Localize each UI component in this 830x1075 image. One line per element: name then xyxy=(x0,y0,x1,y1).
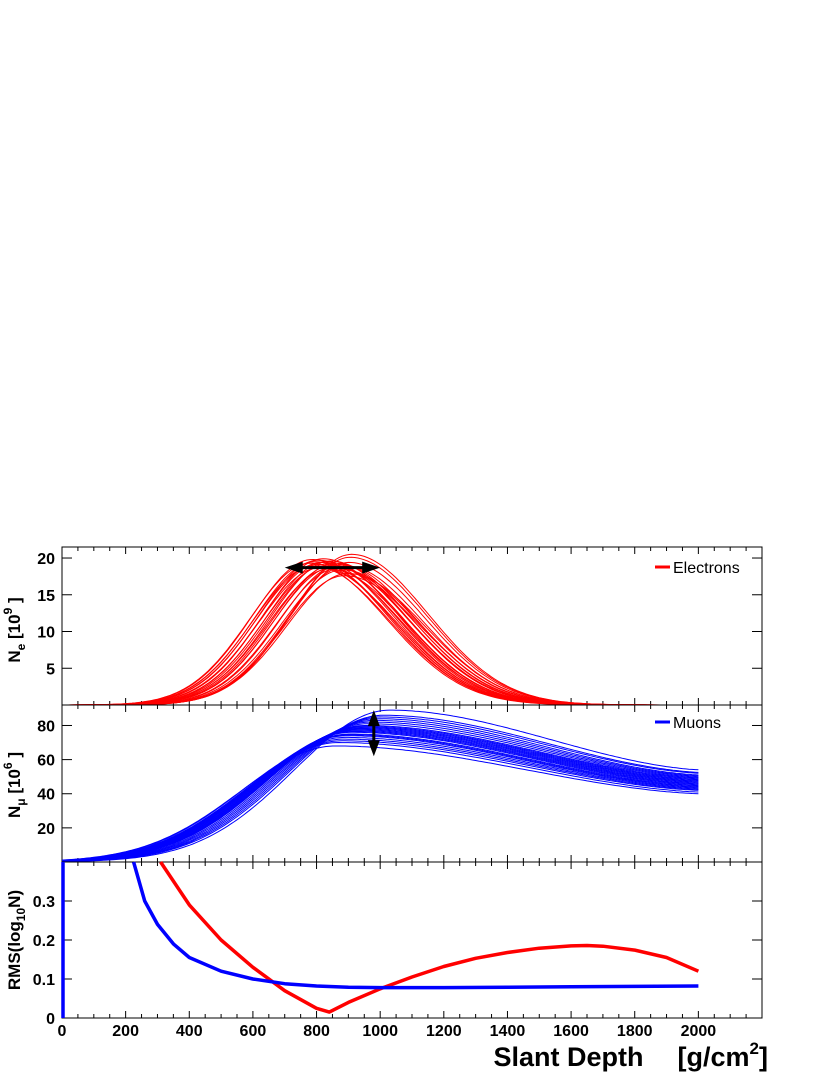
muon-curve xyxy=(62,716,699,862)
rms-electrons-line xyxy=(159,861,700,1014)
x-tick-label: 1800 xyxy=(617,1023,653,1040)
muons-ylabel: Nμ [106 ] xyxy=(1,752,28,818)
y-tick-label: 80 xyxy=(37,718,55,735)
xmax-arrow-head-right xyxy=(362,561,381,574)
electron-curve xyxy=(62,562,699,706)
rms-panel: 0 0.1 0.2 0.3 0 200 400 600 800 1000 1200 1400 1600 1… xyxy=(33,861,763,1040)
muons-panel: 20 40 60 80 Muons xyxy=(37,704,763,863)
electrons-ylabel: Ne [109 ] xyxy=(1,597,28,662)
y-tick-label: 0 xyxy=(46,1011,55,1028)
x-tick-label: 800 xyxy=(303,1023,330,1040)
muon-curve xyxy=(61,719,699,862)
muon-curve xyxy=(62,721,699,862)
y-tick-label: 20 xyxy=(37,821,55,838)
muon-curve xyxy=(61,728,699,862)
x-tick-label: 1200 xyxy=(426,1023,462,1040)
x-tick-label: 1000 xyxy=(362,1023,398,1040)
y-tick-label: 60 xyxy=(37,753,55,770)
muon-curve xyxy=(61,741,699,861)
muon-curve xyxy=(61,709,699,863)
x-tick-label: 200 xyxy=(112,1023,139,1040)
muon-curve xyxy=(61,725,699,862)
electron-curve xyxy=(62,561,699,706)
electron-curve xyxy=(62,558,699,706)
y-axis-labels: Ne [109 ] Nμ [106 ] RMS(log10N) xyxy=(1,597,28,990)
rms-muons-line xyxy=(131,861,699,990)
muon-curve xyxy=(61,745,699,861)
plot-frame xyxy=(61,546,763,706)
legend-electrons-label: Electrons xyxy=(673,560,740,577)
muon-curve xyxy=(61,723,699,862)
electron-curve xyxy=(62,558,699,706)
x-tick-label: 400 xyxy=(176,1023,203,1040)
x-tick-label: 600 xyxy=(240,1023,267,1040)
x-tick-label: 2000 xyxy=(681,1023,717,1040)
y-tick-label: 10 xyxy=(37,625,55,642)
y-tick-label: 5 xyxy=(46,661,55,678)
xmax-arrow-head-left xyxy=(284,561,303,574)
electrons-panel: 5 10 15 20 Electrons xyxy=(37,546,763,706)
plot-frame xyxy=(61,861,763,1019)
y-tick-label: 0.1 xyxy=(33,972,55,989)
x-tick-label: 0 xyxy=(58,1023,67,1040)
electron-curve xyxy=(62,553,699,706)
nmax-arrow-head-up xyxy=(367,710,380,727)
muon-curve xyxy=(61,726,699,862)
muon-curve xyxy=(61,725,699,862)
y-tick-label: 0.2 xyxy=(33,933,55,950)
y-tick-label: 40 xyxy=(37,787,55,804)
electron-curve xyxy=(62,561,699,706)
legend-muons-label: Muons xyxy=(673,715,721,732)
muon-curve xyxy=(61,718,699,862)
rms-ylabel: RMS(log10N) xyxy=(5,890,28,990)
muon-curve xyxy=(61,714,699,862)
electron-curve xyxy=(62,564,699,706)
y-tick-label: 0.3 xyxy=(33,894,55,911)
y-tick-label: 15 xyxy=(37,588,55,605)
nmax-arrow-head-down xyxy=(367,740,380,757)
y-tick-label: 20 xyxy=(37,551,55,568)
x-tick-label: 1600 xyxy=(553,1023,589,1040)
electron-curve xyxy=(62,561,699,706)
x-tick-label: 1400 xyxy=(490,1023,526,1040)
x-axis-title: Slant Depth [g/cm2] xyxy=(494,1039,769,1072)
